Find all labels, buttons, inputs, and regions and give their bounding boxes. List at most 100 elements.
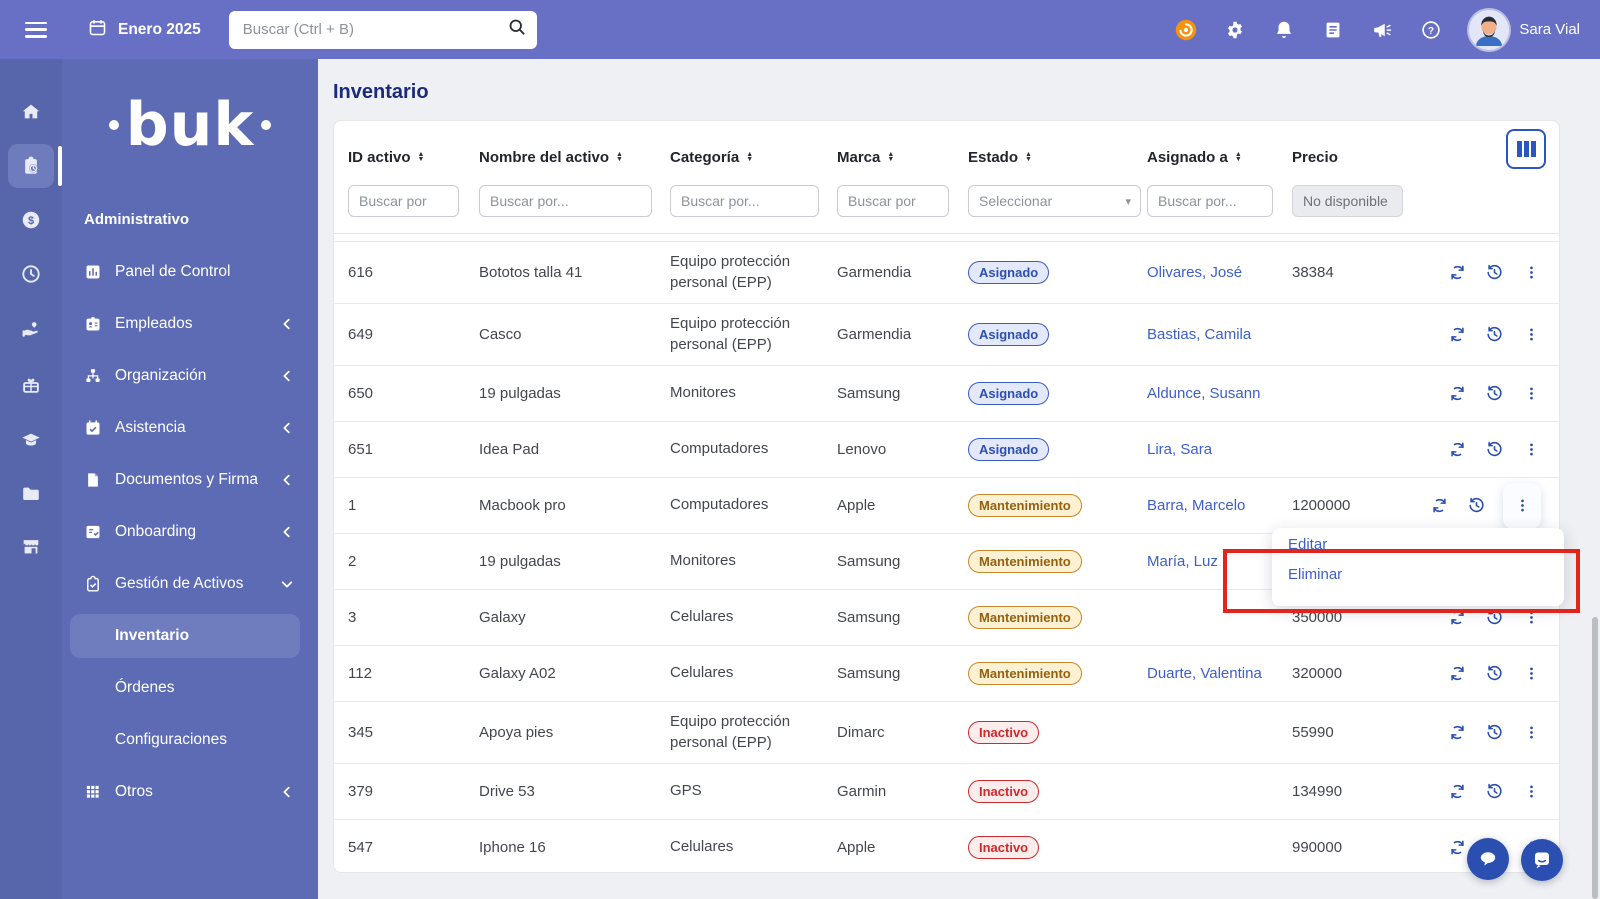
sidebar-item-empleados[interactable]: Empleados: [62, 298, 318, 350]
sort-icon[interactable]: ▲ ▼: [616, 150, 623, 163]
assignee-link[interactable]: Barra, Marcelo: [1147, 497, 1246, 514]
assignee-link[interactable]: Lira, Sara: [1147, 441, 1213, 458]
settings-gear-icon[interactable]: [1224, 19, 1246, 41]
sync-button[interactable]: [1447, 263, 1467, 283]
help-icon[interactable]: ?: [1420, 19, 1442, 41]
history-button[interactable]: [1484, 782, 1504, 802]
sync-button[interactable]: [1447, 838, 1467, 858]
sidebar-item-panel-de-control[interactable]: Panel de Control: [62, 246, 318, 298]
clock-icon[interactable]: [8, 252, 54, 296]
chat-bubble-button[interactable]: [1467, 838, 1509, 880]
history-button[interactable]: [1484, 664, 1504, 684]
sync-button[interactable]: [1447, 664, 1467, 684]
filter-input-id-activo[interactable]: [348, 185, 459, 217]
history-button[interactable]: [1484, 723, 1504, 743]
filter-input-marca[interactable]: [837, 185, 949, 217]
context-menu-item-eliminar[interactable]: Eliminar: [1288, 566, 1343, 583]
estado-filter-select[interactable]: Seleccionar ▾: [968, 185, 1141, 217]
sync-button[interactable]: [1429, 496, 1449, 516]
clipboard-clock-icon[interactable]: [8, 144, 62, 188]
row-menu-button[interactable]: [1521, 384, 1541, 404]
sidebar-subitem-configuraciones[interactable]: Configuraciones: [62, 714, 318, 766]
cell-brand: Samsung: [837, 385, 901, 402]
column-header-nombre-del-activo[interactable]: Nombre del activo ▲ ▼: [479, 149, 670, 166]
chevron-down-icon: ▾: [1125, 195, 1131, 208]
announcements-megaphone-icon[interactable]: [1371, 19, 1393, 41]
row-menu-button[interactable]: [1521, 263, 1541, 283]
row-menu-button[interactable]: [1521, 325, 1541, 345]
sync-button[interactable]: [1447, 608, 1467, 628]
sync-button[interactable]: [1447, 325, 1467, 345]
column-settings-button[interactable]: [1506, 129, 1546, 169]
cell-brand: Apple: [837, 839, 876, 856]
sort-icon[interactable]: ▲ ▼: [887, 150, 895, 163]
sidebar-item-asistencia[interactable]: Asistencia: [62, 402, 318, 454]
folder-icon[interactable]: [8, 472, 54, 516]
history-button[interactable]: [1484, 384, 1504, 404]
sort-icon[interactable]: ▲ ▼: [1025, 150, 1032, 163]
row-menu-button[interactable]: [1521, 723, 1541, 743]
table-filter-row: Seleccionar ▾: [334, 185, 1559, 233]
assignee-link[interactable]: Bastias, Camila: [1147, 326, 1252, 343]
hand-heart-icon[interactable]: [8, 308, 54, 352]
column-header-estado[interactable]: Estado ▲ ▼: [968, 149, 1147, 166]
sort-icon[interactable]: ▲ ▼: [417, 150, 425, 163]
context-menu-item-editar[interactable]: Editar: [1288, 536, 1328, 553]
history-button[interactable]: [1484, 608, 1504, 628]
period-selector[interactable]: Enero 2025: [87, 17, 201, 43]
sync-button[interactable]: [1447, 384, 1467, 404]
vertical-scrollbar[interactable]: [1592, 617, 1598, 899]
rewards-icon[interactable]: [1175, 19, 1197, 41]
sidebar-item-label: Otros: [115, 783, 153, 800]
row-menu-button[interactable]: [1521, 664, 1541, 684]
graduation-cap-icon[interactable]: [8, 418, 54, 462]
coin-icon[interactable]: $: [8, 198, 54, 242]
sync-button[interactable]: [1447, 782, 1467, 802]
assignee-link[interactable]: Olivares, José: [1147, 264, 1243, 281]
sync-button[interactable]: [1447, 440, 1467, 460]
filter-input-asignado-a[interactable]: [1147, 185, 1273, 217]
hamburger-menu-icon[interactable]: [25, 21, 47, 38]
sync-button[interactable]: [1447, 723, 1467, 743]
gift-icon[interactable]: [8, 363, 54, 407]
sidebar-subitem-inventario[interactable]: Inventario: [62, 610, 318, 662]
column-label: Asignado a: [1147, 148, 1228, 166]
news-feed-icon[interactable]: [1322, 19, 1344, 41]
column-header-marca[interactable]: Marca ▲ ▼: [837, 149, 968, 166]
filter-input-categoria[interactable]: [670, 185, 819, 217]
sidebar-item-organizacion[interactable]: Organización: [62, 350, 318, 402]
sidebar-item-otros[interactable]: Otros: [62, 766, 318, 818]
search-icon[interactable]: [507, 17, 527, 42]
sidebar-item-onboarding[interactable]: Onboarding: [62, 506, 318, 558]
sidebar-subitem-ordenes[interactable]: Órdenes: [62, 662, 318, 714]
active-highlight: [70, 614, 300, 658]
row-menu-button[interactable]: [1503, 482, 1541, 529]
assignee-link[interactable]: Aldunce, Susann: [1147, 385, 1261, 402]
row-menu-button[interactable]: [1521, 608, 1541, 628]
row-menu-button[interactable]: [1521, 440, 1541, 460]
status-badge: Asignado: [968, 438, 1050, 461]
history-button[interactable]: [1484, 440, 1504, 460]
sort-icon[interactable]: ▲ ▼: [1234, 150, 1242, 163]
filter-input-nombre-del-activo[interactable]: [479, 185, 652, 217]
user-menu[interactable]: Sara Vial: [1469, 9, 1580, 50]
search-input[interactable]: [240, 20, 507, 39]
column-header-categoria[interactable]: Categoría ▲ ▼: [670, 149, 837, 166]
sort-icon[interactable]: ▲ ▼: [746, 150, 754, 163]
assignee-link[interactable]: Duarte, Valentina: [1147, 665, 1262, 682]
history-button[interactable]: [1484, 263, 1504, 283]
assignee-link[interactable]: María, Luz: [1147, 553, 1218, 570]
column-header-asignado-a[interactable]: Asignado a ▲ ▼: [1147, 149, 1292, 166]
storefront-icon[interactable]: [8, 525, 54, 569]
column-header-id-activo[interactable]: ID activo ▲ ▼: [348, 149, 479, 166]
sidebar-item-documentos-y-firma[interactable]: Documentos y Firma: [62, 454, 318, 506]
history-button[interactable]: [1484, 325, 1504, 345]
home-icon[interactable]: [8, 90, 54, 134]
history-button[interactable]: [1466, 496, 1486, 516]
sidebar-item-gestion-de-activos[interactable]: Gestión de Activos: [62, 558, 318, 610]
cell-price: 55990: [1292, 724, 1334, 741]
notifications-bell-icon[interactable]: [1273, 19, 1295, 41]
cell-asset-id: 616: [348, 264, 374, 281]
row-menu-button[interactable]: [1521, 782, 1541, 802]
support-chat-button[interactable]: [1521, 839, 1563, 881]
